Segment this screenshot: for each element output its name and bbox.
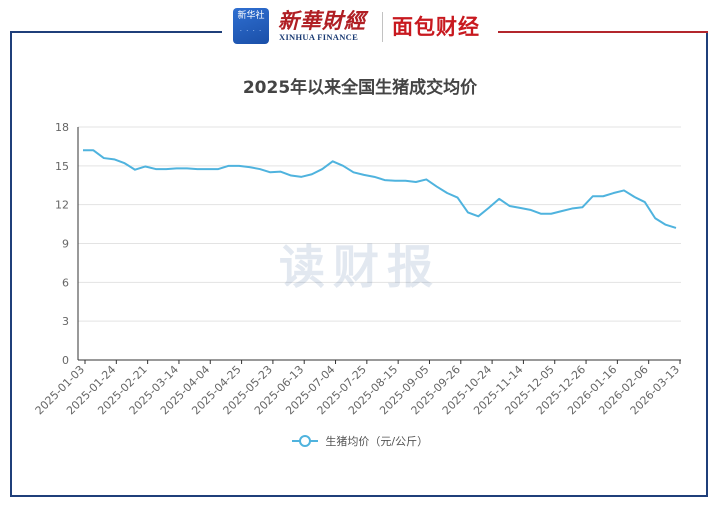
data-point[interactable] [613, 192, 615, 194]
data-point[interactable] [92, 149, 94, 151]
data-point[interactable] [228, 165, 230, 167]
series-line [82, 149, 677, 229]
chart-title: 2025年以来全国生猪成交均价 [242, 78, 478, 98]
data-point[interactable] [488, 207, 490, 209]
frame-top-left-accent [10, 31, 222, 33]
data-point[interactable] [144, 165, 146, 167]
data-point[interactable] [623, 189, 625, 191]
data-point[interactable] [332, 160, 334, 162]
data-point[interactable] [269, 171, 271, 173]
data-point[interactable] [280, 171, 282, 173]
data-point[interactable] [363, 174, 365, 176]
y-tick-label: 3 [62, 315, 69, 328]
data-point[interactable] [540, 213, 542, 215]
data-point[interactable] [571, 208, 573, 210]
data-point[interactable] [498, 198, 500, 200]
y-tick-label: 18 [55, 121, 69, 134]
data-point[interactable] [82, 149, 84, 151]
data-point[interactable] [592, 195, 594, 197]
data-point[interactable] [207, 168, 209, 170]
data-point[interactable] [550, 213, 552, 215]
data-point[interactable] [384, 179, 386, 181]
data-point[interactable] [124, 162, 126, 164]
legend-line-icon [291, 435, 318, 447]
data-point[interactable] [477, 215, 479, 217]
data-point[interactable] [675, 227, 677, 229]
data-point[interactable] [394, 180, 396, 182]
data-point[interactable] [602, 195, 604, 197]
header-logos: 新华社 · · · · 新華財經 XINHUA FINANCE 面包财经 [226, 2, 498, 48]
xinhua-finance-en-logo: XINHUA FINANCE [279, 32, 359, 42]
data-point[interactable] [405, 180, 407, 182]
data-point[interactable] [311, 173, 313, 175]
data-point[interactable] [644, 201, 646, 203]
data-point[interactable] [633, 196, 635, 198]
y-tick-label: 9 [62, 238, 69, 251]
data-point[interactable] [238, 165, 240, 167]
data-point[interactable] [561, 210, 563, 212]
watermark-text: 读财报 [279, 240, 441, 294]
y-tick-labels: 0 3 6 9 12 15 18 [55, 121, 69, 367]
data-point[interactable] [467, 211, 469, 213]
data-point[interactable] [509, 205, 511, 207]
data-point[interactable] [436, 186, 438, 188]
chart-frame [10, 31, 708, 497]
data-point[interactable] [176, 167, 178, 169]
data-point[interactable] [217, 168, 219, 170]
legend[interactable]: 生猪均价（元/公斤） [0, 433, 720, 449]
y-tick-label: 12 [55, 199, 69, 212]
xinhua-badge-logo: 新华社 · · · · [233, 8, 269, 44]
y-tick-label: 0 [62, 354, 69, 367]
data-point[interactable] [196, 168, 198, 170]
data-point[interactable] [446, 192, 448, 194]
legend-label: 生猪均价（元/公斤） [325, 435, 429, 448]
data-point[interactable] [321, 168, 323, 170]
data-point[interactable] [342, 165, 344, 167]
axes [77, 127, 681, 364]
data-point[interactable] [415, 181, 417, 183]
data-point[interactable] [290, 175, 292, 177]
data-point[interactable] [113, 158, 115, 160]
data-point[interactable] [103, 157, 105, 159]
y-tick-label: 6 [62, 276, 69, 289]
y-tick-label: 15 [55, 160, 69, 173]
data-point[interactable] [259, 168, 261, 170]
data-point[interactable] [425, 178, 427, 180]
series-line-path [83, 149, 677, 229]
grid-lines [78, 126, 681, 322]
data-point[interactable] [186, 167, 188, 169]
data-point[interactable] [248, 166, 250, 168]
data-point[interactable] [581, 206, 583, 208]
data-point[interactable] [529, 209, 531, 211]
data-point[interactable] [352, 171, 354, 173]
data-point[interactable] [665, 224, 667, 226]
x-tick-labels: 2025-01-032025-01-242025-02-212025-03-14… [33, 363, 682, 417]
data-point[interactable] [654, 217, 656, 219]
data-point[interactable] [457, 197, 459, 199]
data-point[interactable] [519, 207, 521, 209]
data-point[interactable] [155, 168, 157, 170]
data-point[interactable] [134, 169, 136, 171]
frame-top-right-accent [498, 31, 708, 33]
xinhua-badge-text: 新华社 [237, 11, 265, 21]
data-point[interactable] [165, 168, 167, 170]
meiribao-logo: 面包财经 [392, 15, 480, 39]
xinhua-finance-cn-logo: 新華財經 [278, 8, 366, 33]
data-point[interactable] [373, 176, 375, 178]
data-point[interactable] [300, 176, 302, 178]
logo-divider [382, 12, 383, 42]
